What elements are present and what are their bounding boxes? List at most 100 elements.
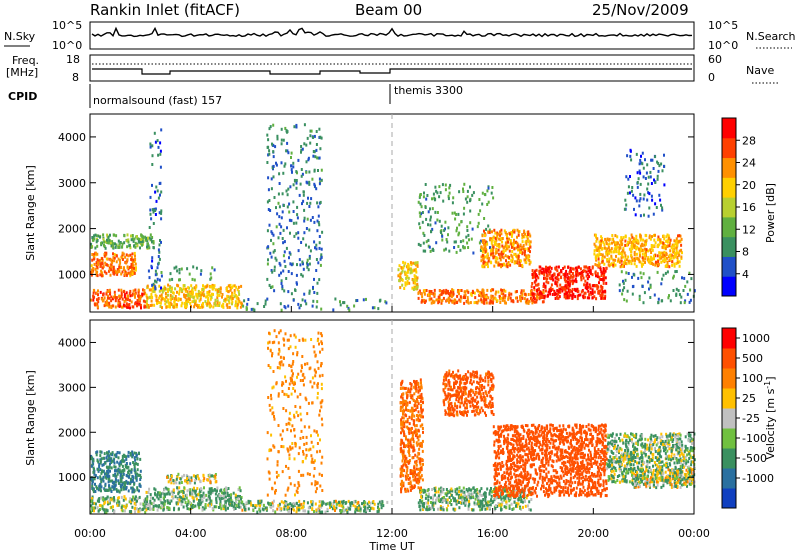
data-cell xyxy=(606,259,609,263)
data-cell xyxy=(602,277,605,281)
data-cell xyxy=(612,240,615,244)
data-cell xyxy=(218,494,221,498)
data-cell xyxy=(243,299,246,303)
data-cell xyxy=(515,290,518,293)
data-cell xyxy=(452,196,455,200)
data-cell xyxy=(226,305,229,309)
data-cell xyxy=(238,292,241,296)
data-cell xyxy=(666,260,669,264)
data-cell xyxy=(290,429,292,433)
data-cell xyxy=(481,250,484,254)
data-cell xyxy=(492,251,494,255)
data-cell xyxy=(182,491,185,495)
data-cell xyxy=(569,266,572,270)
data-cell xyxy=(130,510,132,513)
data-cell xyxy=(305,160,308,164)
data-cell xyxy=(643,254,646,257)
data-cell xyxy=(288,457,291,461)
data-cell xyxy=(380,506,383,510)
data-cell xyxy=(233,289,236,292)
data-cell xyxy=(199,498,202,502)
data-cell xyxy=(253,308,256,312)
data-cell xyxy=(278,505,281,509)
data-cell xyxy=(462,296,465,299)
data-cell xyxy=(275,470,278,474)
data-cell xyxy=(642,249,645,253)
data-cell xyxy=(178,500,181,504)
colorbar-tick-label: 20 xyxy=(742,179,756,192)
data-cell xyxy=(189,292,192,296)
data-cell xyxy=(226,498,229,502)
data-cell xyxy=(334,499,337,503)
data-cell xyxy=(177,284,180,288)
data-cell xyxy=(462,246,465,250)
data-cell xyxy=(530,293,533,297)
data-cell xyxy=(300,364,303,368)
data-cell xyxy=(314,502,317,506)
data-cell xyxy=(307,196,309,200)
data-cell xyxy=(543,276,545,280)
data-cell xyxy=(277,450,280,454)
data-cell xyxy=(421,220,424,224)
data-cell xyxy=(326,502,329,506)
data-cell xyxy=(118,265,121,269)
data-cell xyxy=(512,244,515,248)
data-cell xyxy=(109,458,112,462)
data-cell xyxy=(131,490,134,494)
data-cell xyxy=(363,509,366,513)
data-cell xyxy=(318,472,321,476)
data-cell xyxy=(188,272,191,276)
data-cell xyxy=(126,298,129,302)
data-cell xyxy=(428,294,431,298)
data-cell xyxy=(320,178,323,182)
data-cell xyxy=(97,300,100,304)
data-cell xyxy=(491,237,494,241)
data-cell xyxy=(110,461,113,464)
data-cell xyxy=(463,246,466,250)
data-cell xyxy=(608,260,611,264)
data-cell xyxy=(319,438,321,442)
data-cell xyxy=(342,508,345,512)
y-tick-label: 2000 xyxy=(58,223,86,236)
data-cell xyxy=(145,299,148,303)
data-cell xyxy=(96,305,99,309)
data-cell xyxy=(308,505,311,509)
data-cell xyxy=(186,481,189,485)
data-cell xyxy=(549,276,552,280)
data-cell xyxy=(104,246,107,250)
data-cell xyxy=(405,444,408,448)
data-cell xyxy=(650,158,653,162)
data-cell xyxy=(318,241,321,245)
data-cell xyxy=(155,185,158,189)
data-cell xyxy=(208,494,211,498)
data-cell xyxy=(434,197,437,201)
data-cell xyxy=(674,270,677,274)
data-cell xyxy=(462,239,465,243)
data-cell xyxy=(137,497,140,501)
data-cell xyxy=(510,231,513,234)
data-cell xyxy=(637,241,640,245)
data-cell xyxy=(161,306,163,310)
data-cell xyxy=(419,444,422,448)
data-cell xyxy=(532,296,535,300)
data-cell xyxy=(602,296,605,300)
data-cell xyxy=(108,301,111,305)
data-cell xyxy=(277,392,280,396)
data-cell xyxy=(295,221,298,225)
data-cell xyxy=(617,251,620,255)
data-cell xyxy=(295,489,298,493)
data-cell xyxy=(640,154,642,158)
data-cell xyxy=(301,337,304,341)
data-cell xyxy=(582,294,585,298)
data-cell xyxy=(469,301,472,305)
data-cell xyxy=(284,375,287,379)
data-cell xyxy=(627,177,630,181)
data-cell xyxy=(519,248,522,252)
data-cell xyxy=(139,478,142,481)
data-cell xyxy=(497,263,500,267)
data-cell xyxy=(584,295,586,299)
data-cell xyxy=(483,242,485,246)
data-cell xyxy=(551,274,554,278)
data-cell xyxy=(156,277,159,281)
data-cell xyxy=(533,274,535,278)
